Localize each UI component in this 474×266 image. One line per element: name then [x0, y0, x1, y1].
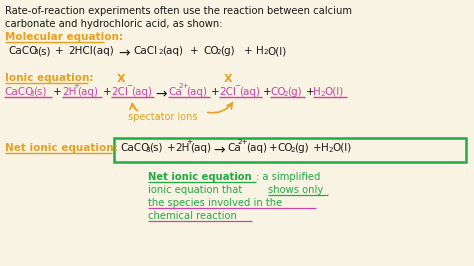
Text: −: − [234, 82, 240, 89]
Text: O(l): O(l) [267, 46, 286, 56]
Text: CO: CO [270, 87, 286, 97]
Text: 2Cl: 2Cl [111, 87, 128, 97]
Text: 2: 2 [216, 49, 220, 56]
Text: 2: 2 [328, 147, 333, 152]
Text: +: + [55, 46, 64, 56]
Text: (g): (g) [294, 143, 309, 153]
Text: +: + [167, 143, 176, 153]
Text: X: X [224, 74, 233, 84]
Text: +: + [211, 87, 219, 97]
Text: H: H [321, 143, 329, 153]
Text: 2H: 2H [175, 143, 190, 153]
Text: +: + [73, 82, 79, 89]
Text: 2: 2 [320, 90, 325, 97]
Text: 3: 3 [145, 147, 150, 152]
Text: →: → [213, 143, 225, 157]
Text: +: + [244, 46, 253, 56]
Text: Molecular equation:: Molecular equation: [5, 32, 123, 42]
Text: (aq): (aq) [190, 143, 211, 153]
Text: +: + [313, 143, 322, 153]
Text: →: → [155, 87, 167, 101]
Text: (aq): (aq) [186, 87, 207, 97]
Text: (s): (s) [33, 87, 46, 97]
Text: (aq): (aq) [131, 87, 152, 97]
Text: (g): (g) [287, 87, 301, 97]
Text: the species involved in the: the species involved in the [148, 198, 282, 208]
Text: −: − [126, 82, 132, 89]
Text: 2Cl: 2Cl [219, 87, 236, 97]
Text: (aq): (aq) [246, 143, 267, 153]
Text: (aq): (aq) [162, 46, 183, 56]
Text: CaCO: CaCO [8, 46, 37, 56]
Text: →: → [118, 46, 129, 60]
Text: O(l): O(l) [324, 87, 343, 97]
Text: +: + [53, 87, 62, 97]
Text: O(l): O(l) [332, 143, 351, 153]
Text: (s): (s) [149, 143, 163, 153]
Text: (aq): (aq) [77, 87, 98, 97]
Text: +: + [269, 143, 278, 153]
Text: CaCO: CaCO [4, 87, 33, 97]
Text: Ca: Ca [227, 143, 241, 153]
Text: (g): (g) [220, 46, 235, 56]
Text: shows only: shows only [268, 185, 323, 195]
Text: 2+: 2+ [178, 82, 189, 89]
Text: 2H: 2H [62, 87, 76, 97]
Text: Net ionic equation:: Net ionic equation: [5, 143, 118, 153]
Text: (s): (s) [37, 46, 51, 56]
Text: Ionic equation:: Ionic equation: [5, 73, 93, 83]
Text: CaCO: CaCO [120, 143, 149, 153]
Text: 3: 3 [29, 90, 34, 97]
Text: X: X [117, 74, 126, 84]
Text: 3: 3 [33, 49, 37, 56]
Text: 2HCl(aq): 2HCl(aq) [68, 46, 114, 56]
Text: +: + [190, 46, 199, 56]
Text: Net ionic equation: Net ionic equation [148, 172, 252, 182]
Text: 2: 2 [283, 90, 288, 97]
Text: 2: 2 [158, 49, 163, 56]
Text: ionic equation that: ionic equation that [148, 185, 246, 195]
Text: 2: 2 [263, 49, 268, 56]
Text: 2: 2 [290, 147, 295, 152]
Text: H: H [313, 87, 321, 97]
Text: +: + [103, 87, 111, 97]
Text: H: H [256, 46, 264, 56]
Text: Ca: Ca [168, 87, 182, 97]
Text: +: + [263, 87, 272, 97]
Text: spectator ions: spectator ions [128, 112, 198, 122]
Text: Rate-of-reaction experiments often use the reaction between calcium: Rate-of-reaction experiments often use t… [5, 6, 352, 16]
Text: CaCl: CaCl [133, 46, 157, 56]
Text: (aq): (aq) [239, 87, 260, 97]
Text: CO: CO [203, 46, 219, 56]
Text: +: + [306, 87, 315, 97]
Text: chemical reaction: chemical reaction [148, 211, 237, 221]
Text: carbonate and hydrochloric acid, as shown:: carbonate and hydrochloric acid, as show… [5, 19, 222, 29]
Text: CO: CO [277, 143, 292, 153]
Text: 2+: 2+ [237, 139, 248, 144]
Text: : a simplified: : a simplified [256, 172, 320, 182]
Text: +: + [186, 139, 192, 144]
